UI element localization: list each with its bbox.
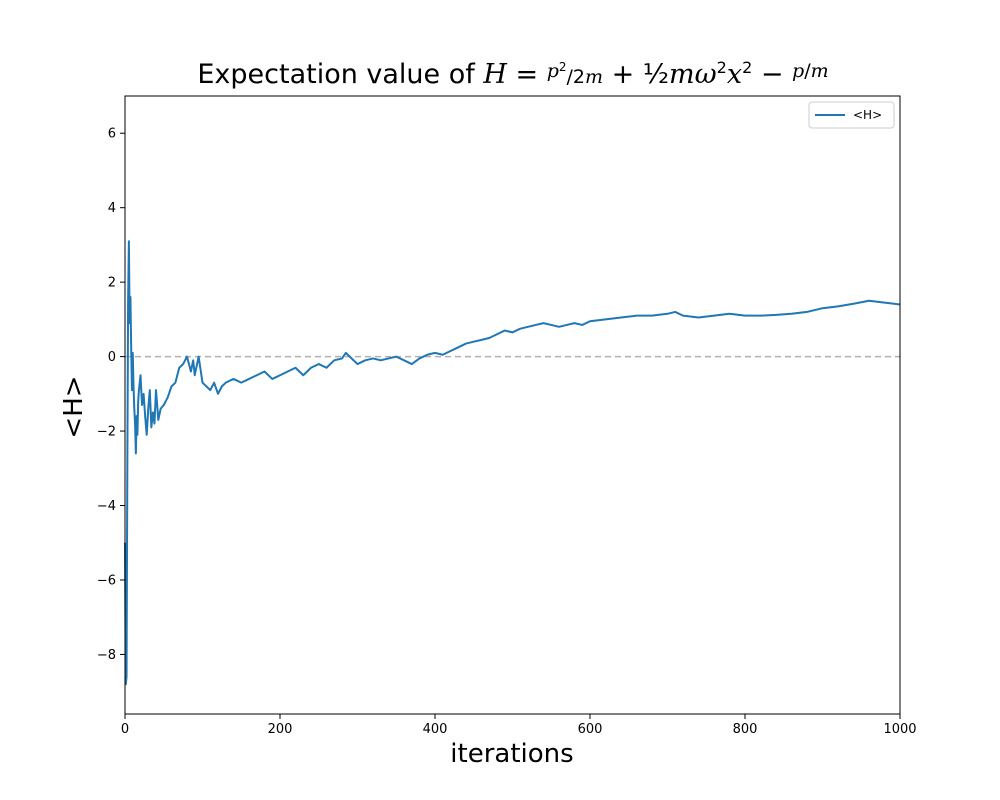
y-axis-label: <H> [59,375,89,438]
x-axis-ticks: 0 200 400 600 800 1000 [121,714,917,737]
y-axis-ticks: −8 −6 −4 −2 0 2 4 6 [97,127,125,663]
x-axis-label: iterations [450,739,573,769]
chart-title: Expectation value of H = p2/2m + ½mω2x2 … [197,58,828,90]
y-tick-label: 4 [108,201,116,216]
x-tick-label: 800 [733,722,758,737]
plot-area [125,96,900,714]
x-tick-label: 0 [121,722,129,737]
x-tick-label: 1000 [883,722,916,737]
legend: <H> [808,101,895,129]
y-tick-label: −8 [97,648,116,663]
y-tick-label: 0 [108,350,116,365]
y-tick-label: 6 [108,127,116,142]
axes-frame [124,95,901,715]
series-line-h [124,240,901,686]
y-tick-label: 2 [108,276,116,291]
x-tick-label: 200 [268,722,293,737]
y-tick-label: −6 [97,573,116,588]
legend-box [808,101,895,129]
chart-title-prefix: Expectation value of [197,59,483,90]
x-tick-label: 600 [578,722,603,737]
y-tick-label: −2 [97,425,116,440]
legend-label-h: <H> [853,108,882,122]
y-tick-label: −4 [97,499,116,514]
chart-title-formula: H = p2/2m + ½mω2x2 − p/m [482,58,828,90]
x-tick-label: 400 [423,722,448,737]
